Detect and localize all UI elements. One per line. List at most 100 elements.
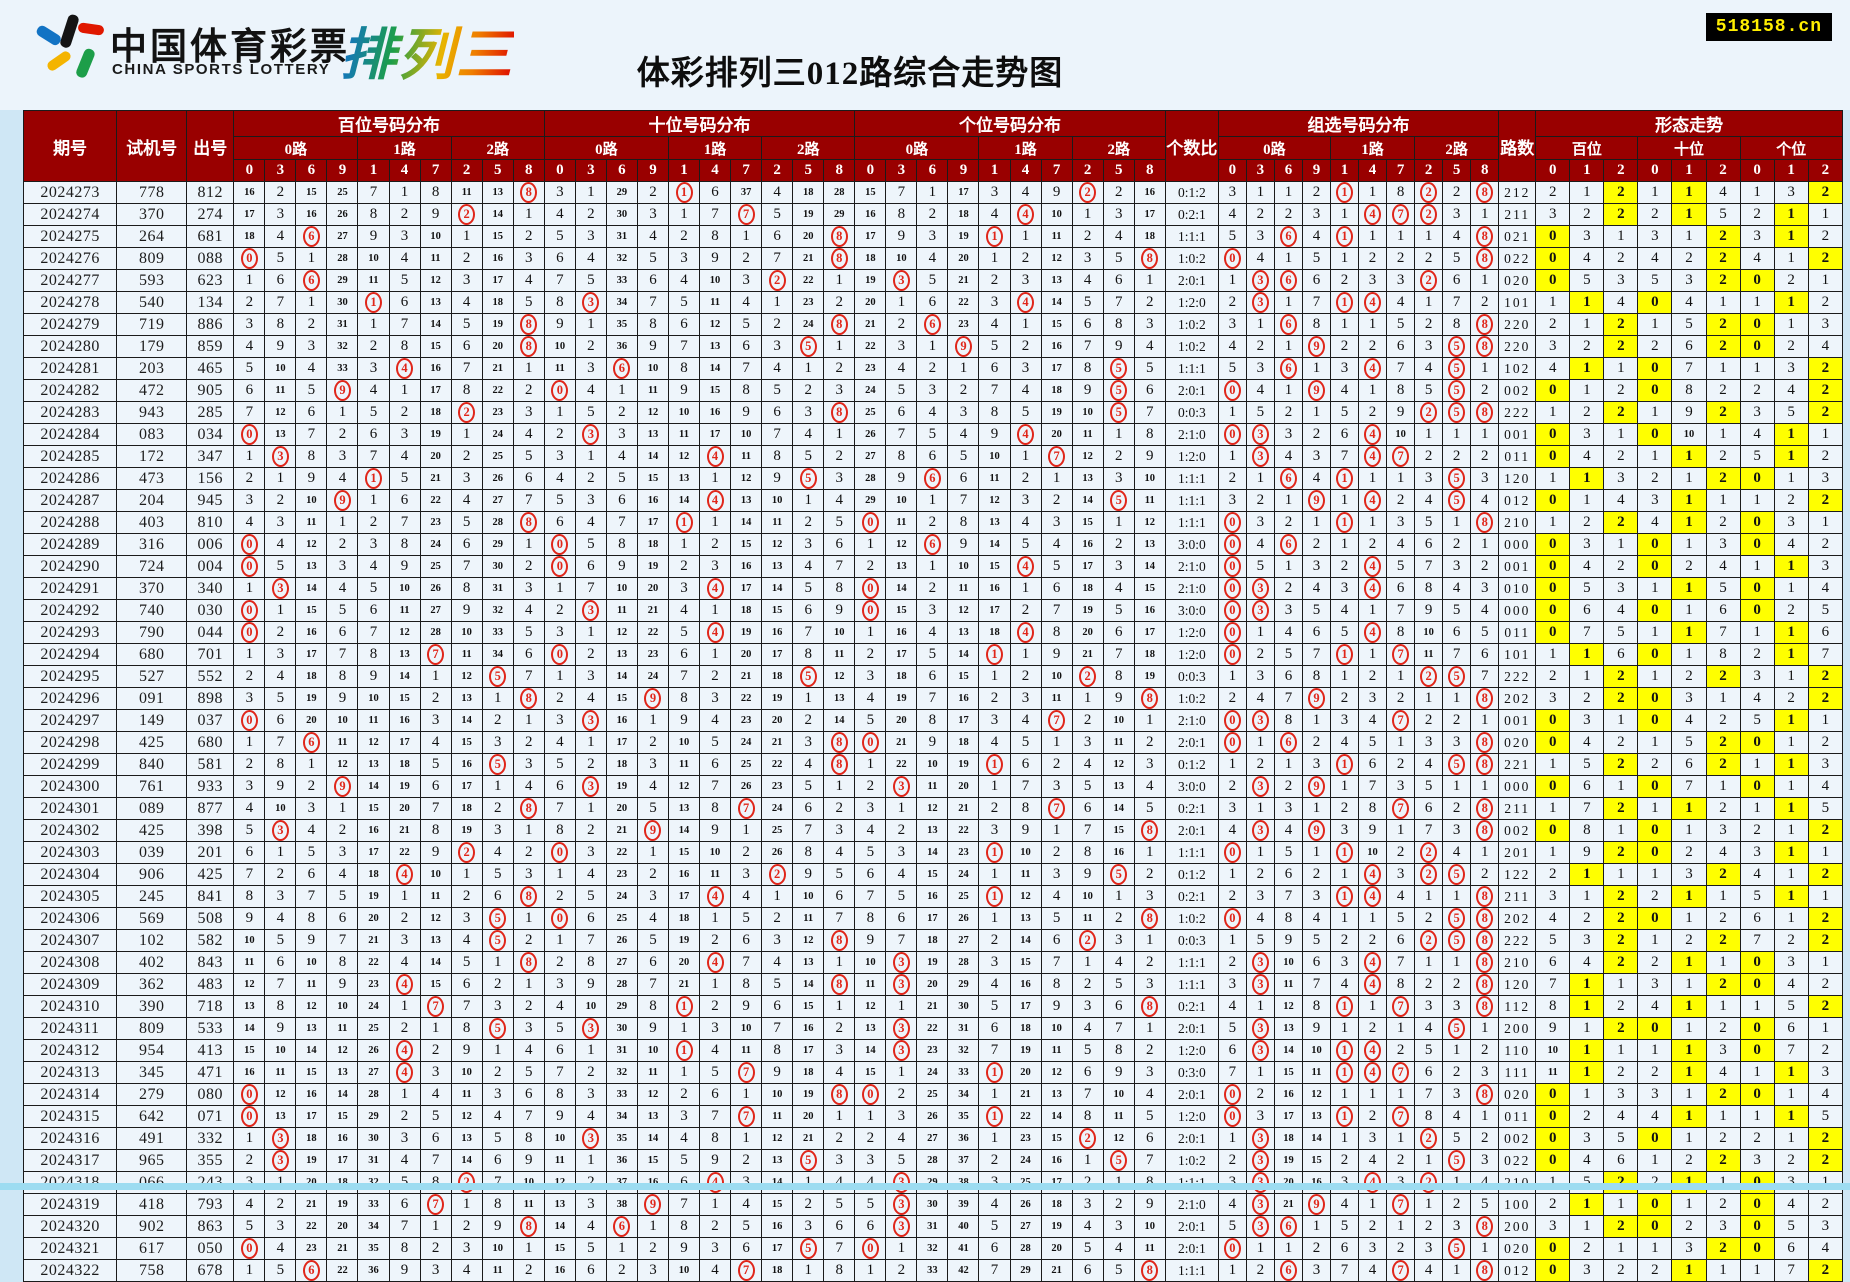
cell-miss-count: 2 xyxy=(450,445,483,468)
cell-miss-count: 8 xyxy=(636,995,669,1018)
digit-col-5: 5 xyxy=(792,159,825,182)
table-row: 2024315 642 071 0 13 17 15 29 2 5 12 4 7 9 4 34 13 3 7 7 11 2… xyxy=(22,1105,1844,1128)
cell-miss-count: 12 xyxy=(1009,885,1042,908)
cell-miss-count: 18 xyxy=(295,665,328,688)
cell-miss-count: 2 xyxy=(885,1259,918,1282)
cell-drawn-digit: 8 xyxy=(512,797,545,820)
cell-miss-count: 3 xyxy=(1569,929,1605,952)
cell-drawn-digit: 1 xyxy=(667,995,701,1018)
cell-count-ratio: 2:0:1 xyxy=(1164,1215,1219,1238)
cell-miss-count: 3 xyxy=(1071,995,1104,1018)
cell-miss-count: 12 xyxy=(823,665,856,688)
cell-miss-count: 7 xyxy=(543,797,576,820)
cell-shape-hit: 1 xyxy=(1773,423,1809,446)
cell-miss-count: 5 xyxy=(1245,929,1275,952)
cell-miss-count: 1 xyxy=(264,467,297,490)
cell-miss-count: 16 xyxy=(481,247,514,270)
cell-miss-count: 32 xyxy=(605,247,638,270)
cell-miss-count: 29 xyxy=(947,973,980,996)
drawn-digit-circle: 8 xyxy=(1476,182,1494,203)
cell-miss-count: 6 xyxy=(419,1127,452,1150)
cell-miss-count: 5 xyxy=(1773,401,1809,424)
cell-miss-count: 1 xyxy=(854,1259,887,1282)
cell-miss-count: 1 xyxy=(1470,533,1500,556)
site-url-badge[interactable]: 518158.cn xyxy=(1705,13,1832,41)
cell-miss-count: 10 xyxy=(1386,423,1416,446)
cell-miss-count: 3 xyxy=(1245,357,1275,380)
cell-miss-count: 39 xyxy=(947,1193,980,1216)
cell-test-number: 179 xyxy=(116,335,188,358)
cell-miss-count: 1 xyxy=(1671,467,1707,490)
table-row: 2024293 790 044 0 2 16 6 7 12 28 10 33 5 3 1 12 22 5 4 19 16… xyxy=(22,621,1844,644)
cell-drawn-digit: 8 xyxy=(1470,1215,1500,1238)
cell-miss-count: 1 xyxy=(1773,775,1809,798)
cell-miss-count: 4 xyxy=(1773,533,1809,556)
cell-drawn-digit: 7 xyxy=(1386,1259,1416,1282)
cell-miss-count: 7 xyxy=(854,885,887,908)
cell-miss-count: 21 xyxy=(947,269,980,292)
cell-miss-count: 19 xyxy=(792,203,825,226)
drawn-digit-circle: 1 xyxy=(986,842,1003,863)
cell-miss-count: 6 xyxy=(1102,621,1135,644)
cell-miss-count: 5 xyxy=(1773,1215,1809,1238)
shape-digit-col-1: 1 xyxy=(1569,159,1605,182)
cell-shape-hit: 2 xyxy=(1807,1149,1844,1172)
cell-drawn-digit: 0 xyxy=(854,1083,887,1106)
cell-test-number: 943 xyxy=(116,401,188,424)
cell-drawn-number: 945 xyxy=(186,489,235,512)
cell-miss-count: 1 xyxy=(1705,1259,1741,1282)
cell-miss-count: 8 xyxy=(1358,797,1388,820)
drawn-digit-circle: 3 xyxy=(1251,1194,1269,1215)
cell-miss-count: 2 xyxy=(1603,445,1639,468)
cell-miss-count: 6 xyxy=(730,929,763,952)
cell-miss-count: 6 xyxy=(512,467,545,490)
cell-miss-count: 2 xyxy=(1705,907,1741,930)
drawn-digit-circle: 0 xyxy=(1223,556,1241,577)
cell-drawn-digit: 8 xyxy=(512,511,545,534)
drawn-digit-circle: 8 xyxy=(520,182,538,203)
digit-col-9: 9 xyxy=(636,159,669,182)
cell-miss-count: 7 xyxy=(978,1039,1011,1062)
cell-miss-count: 26 xyxy=(326,203,359,226)
drawn-digit-circle: 1 xyxy=(1336,1106,1354,1127)
cell-miss-count: 5 xyxy=(1569,577,1605,600)
drawn-digit-circle: 6 xyxy=(613,1216,631,1237)
cell-miss-count: 4 xyxy=(264,907,297,930)
cell-drawn-digit: 1 xyxy=(667,1039,701,1062)
cell-miss-count: 4 xyxy=(1102,1237,1135,1260)
cell-miss-count: 9 xyxy=(1386,401,1416,424)
cell-test-number: 102 xyxy=(116,929,188,952)
cell-miss-count: 9 xyxy=(388,1259,421,1282)
cell-miss-count: 10 xyxy=(574,995,607,1018)
cell-miss-count: 2 xyxy=(1671,665,1707,688)
cell-miss-count: 2 xyxy=(388,907,421,930)
cell-miss-count: 6 xyxy=(388,1193,421,1216)
drawn-digit-circle: 0 xyxy=(1223,248,1241,269)
cell-miss-count: 22 xyxy=(916,1017,949,1040)
cell-miss-count: 1 xyxy=(1569,379,1605,402)
cell-miss-count: 1 xyxy=(1301,709,1332,732)
cell-miss-count: 15 xyxy=(1040,313,1073,336)
cell-miss-count: 2 xyxy=(1569,1237,1605,1260)
cell-miss-count: 1 xyxy=(512,357,545,380)
cell-miss-count: 5 xyxy=(1414,1039,1444,1062)
cell-drawn-digit: 5 xyxy=(792,467,825,490)
drawn-digit-circle: 9 xyxy=(333,776,351,797)
cell-drawn-number: 843 xyxy=(186,951,235,974)
cell-drawn-digit: 0 xyxy=(543,841,576,864)
cell-drawn-number: 877 xyxy=(186,797,235,820)
cell-drawn-digit: 7 xyxy=(730,797,763,820)
cell-miss-count: 11 xyxy=(357,269,390,292)
cell-miss-count: 4 xyxy=(264,665,297,688)
cell-miss-count: 21 xyxy=(854,313,887,336)
cell-miss-count: 6 xyxy=(699,753,732,776)
cell-miss-count: 2 xyxy=(1671,247,1707,270)
cell-miss-count: 20 xyxy=(792,1105,825,1128)
drawn-digit-circle: 7 xyxy=(427,644,445,665)
cell-miss-count: 4 xyxy=(916,247,949,270)
cell-miss-count: 6 xyxy=(1671,753,1707,776)
cell-miss-count: 1 xyxy=(450,863,483,886)
cell-miss-count: 20 xyxy=(481,335,514,358)
cell-miss-count: 4 xyxy=(574,1105,607,1128)
cell-miss-count: 2 xyxy=(1603,379,1639,402)
